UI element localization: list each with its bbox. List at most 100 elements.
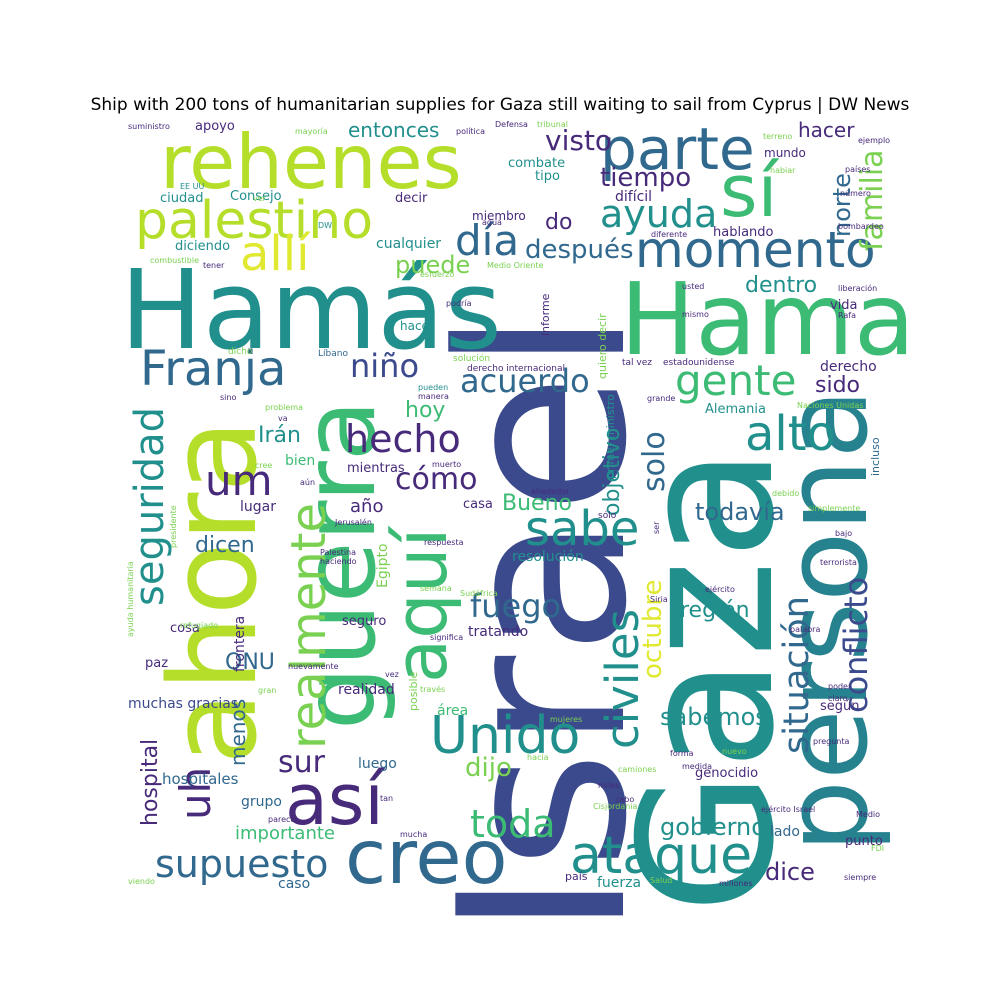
cloud-word: alrededor (531, 487, 570, 496)
cloud-word: hecho (345, 417, 461, 461)
cloud-word: Sudáfrica (460, 589, 498, 598)
cloud-word: refugiado (180, 621, 219, 630)
cloud-word: decir (395, 191, 428, 206)
cloud-word: ser (652, 522, 661, 535)
cloud-word: Rafa (838, 311, 857, 320)
cloud-word: luego (358, 756, 397, 772)
cloud-word: Jerusalén (335, 518, 372, 527)
cloud-word: difícil (615, 189, 653, 205)
cloud-word: tratando (468, 624, 529, 640)
cloud-word: Naciones Unidas (797, 401, 864, 410)
cloud-word: así (285, 759, 384, 841)
cloud-word: bajo (835, 529, 853, 538)
cloud-word: momento (635, 221, 876, 279)
cloud-word: dice (765, 858, 815, 886)
cloud-word: paz (145, 656, 169, 671)
cloud-word: respuesta (424, 538, 464, 547)
cloud-word: presidente (169, 505, 178, 548)
cloud-word: Consejo (230, 189, 282, 204)
cloud-word: gente (675, 356, 797, 405)
cloud-word: significa (430, 633, 464, 642)
cloud-word: Defensa (495, 120, 528, 129)
cloud-word: miles (598, 781, 620, 790)
cloud-word: país (565, 870, 588, 883)
cloud-word: tan (380, 794, 394, 803)
cloud-word: Irán (258, 423, 301, 448)
cloud-word: medida (682, 762, 712, 771)
cloud-word: seguridad (127, 406, 173, 606)
cloud-word: diciendo (175, 239, 231, 254)
cloud-word: dijo (465, 753, 512, 783)
cloud-word: caso (278, 876, 311, 892)
cloud-word: cabo (615, 795, 635, 804)
cloud-word: Medio Oriente (487, 261, 544, 270)
cloud-word: EE UU (180, 182, 205, 191)
cloud-word: conflicto (837, 576, 875, 713)
cloud-word: hoy (405, 398, 446, 423)
cloud-word: ayuda humanitaria (126, 560, 135, 637)
cloud-word: miembro (472, 209, 526, 223)
cloud-word: diferente (651, 230, 688, 239)
cloud-word: palabra (790, 625, 821, 634)
cloud-word: Cisjordania (593, 802, 638, 811)
cloud-word: combustible (150, 256, 199, 265)
cloud-word: derecho internacional (467, 364, 566, 374)
cloud-word: claro (828, 694, 848, 703)
cloud-word: hace (400, 319, 429, 333)
cloud-word: quiero decir (596, 313, 609, 380)
cloud-word: liberación (838, 284, 878, 293)
cloud-word: acuerdo (460, 362, 590, 400)
cloud-word: nuevamente (288, 662, 339, 671)
cloud-word: FDI (871, 844, 885, 853)
cloud-word: mismo (682, 310, 709, 319)
cloud-word: millones (719, 879, 753, 888)
cloud-word: países (845, 165, 871, 174)
cloud-word: posible (407, 671, 420, 712)
cloud-word: ver (253, 194, 266, 203)
cloud-word: haciendo (320, 557, 357, 566)
cloud-word: hospitales (162, 770, 239, 788)
cloud-word: allí (240, 226, 310, 282)
cloud-word: cualquier (376, 236, 442, 252)
cloud-word: área (437, 703, 469, 719)
cloud-word: Unido (430, 706, 581, 766)
cloud-word: creo (345, 813, 508, 901)
cloud-word: situación (777, 596, 817, 754)
cloud-word: primer ministro (604, 394, 617, 479)
cloud-word: Salud (650, 876, 673, 885)
cloud-word: dicho (228, 347, 253, 357)
cloud-word: terreno (763, 132, 793, 141)
cloud-word: lado (770, 824, 800, 840)
cloud-word: sí (720, 149, 778, 233)
cloud-word: vez (385, 670, 399, 679)
cloud-word: lugar (240, 499, 276, 515)
cloud-word: toda (470, 802, 556, 846)
cloud-word: mujeres (550, 715, 583, 724)
cloud-word: Hamás (120, 246, 502, 374)
cloud-word: alto (745, 406, 836, 462)
cloud-word: dentro (745, 273, 818, 298)
cloud-word: derecho (820, 359, 877, 375)
cloud-word: apoyo (195, 119, 235, 134)
cloud-word: tiempo (600, 163, 692, 193)
cloud-word: número (840, 189, 871, 198)
cloud-word: región (680, 598, 750, 623)
cloud-word: incluso (869, 437, 882, 477)
cloud-word: tener (203, 261, 225, 270)
cloud-word: niño (350, 347, 420, 385)
cloud-word: do (545, 210, 573, 235)
cloud-word: según (820, 699, 860, 714)
cloud-word: parte (600, 115, 755, 183)
cloud-word: Franja (140, 341, 287, 397)
cloud-word: política (456, 127, 486, 136)
cloud-word: solo (637, 431, 672, 492)
cloud-word: Líbano (318, 349, 348, 359)
cloud-word: puede (395, 251, 471, 279)
cloud-word: DW (318, 221, 333, 230)
cloud-word: hospital (138, 738, 163, 826)
cloud-word: hacer (798, 118, 855, 142)
cloud-word: muerto (432, 460, 462, 469)
cloud-word: sino (220, 393, 237, 402)
cloud-word: usted (682, 282, 705, 291)
